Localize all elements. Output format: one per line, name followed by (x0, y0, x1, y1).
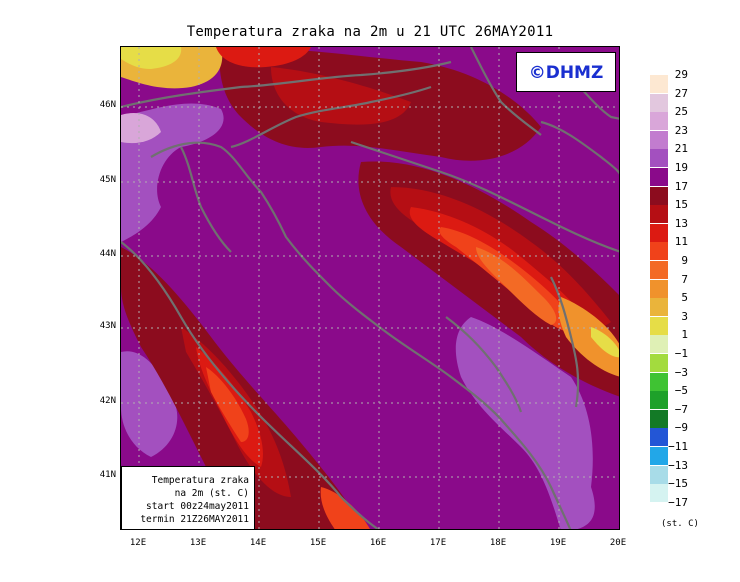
colorbar-swatch (650, 279, 668, 298)
colorbar-swatch (650, 186, 668, 205)
colorbar-swatch (650, 298, 668, 317)
colorbar-swatch (650, 130, 668, 149)
lat-label: 44N (99, 249, 116, 259)
colorbar-label: 25 (674, 105, 688, 119)
colorbar-swatch (650, 372, 668, 391)
colorbar-swatch (650, 335, 668, 354)
lat-label: 43N (99, 321, 116, 331)
lon-label: 15E (309, 538, 327, 548)
colorbar-swatch (650, 354, 668, 372)
lon-label: 20E (609, 538, 627, 548)
colorbar-label: 9 (681, 254, 688, 267)
field-zone (216, 47, 311, 68)
lat-label: 46N (99, 100, 116, 110)
field-zone (121, 351, 178, 457)
field-zone (121, 47, 182, 69)
colorbar-swatch (650, 502, 668, 521)
gridlines (121, 47, 619, 529)
field-zone (121, 112, 161, 144)
field-zone (558, 297, 619, 377)
colorbar-label: −1 (674, 347, 688, 360)
temperature-map (120, 46, 620, 530)
colorbar-label: −9 (674, 421, 688, 435)
colorbar-label: −7 (674, 402, 688, 416)
colorbar-label: −15 (668, 477, 688, 491)
colorbar-label: 23 (674, 123, 688, 137)
colorbar-label: 3 (681, 309, 688, 323)
lon-label: 16E (369, 538, 387, 548)
colorbar-swatch (650, 93, 668, 112)
colorbar-label: 19 (674, 161, 688, 174)
field-zone (206, 367, 249, 442)
colorbar-label: −5 (674, 384, 688, 398)
info-line: Temperatura zraka (151, 475, 249, 486)
field-zone (320, 487, 370, 529)
colorbar-label: 13 (674, 216, 688, 230)
colorbar-swatch (650, 112, 668, 131)
colorbar-label: −17 (668, 495, 688, 509)
lon-label: 19E (549, 538, 567, 548)
lat-label: 42N (99, 396, 116, 406)
lon-label: 14E (249, 538, 267, 548)
colorbar-swatch (650, 465, 668, 484)
colorbar-label: 21 (674, 142, 688, 156)
lon-label: 13E (189, 538, 207, 548)
colorbar-unit: (st. C) (661, 519, 699, 529)
colorbar-swatch (650, 223, 668, 242)
colorbar-swatch (650, 391, 668, 410)
colorbar-label: −3 (674, 365, 688, 379)
colorbar-label: 15 (674, 198, 688, 212)
colorbar-label: 27 (674, 86, 688, 100)
colorbar-swatch (650, 242, 668, 261)
colorbar-label: −11 (668, 440, 688, 453)
colorbar-label: 7 (681, 272, 688, 286)
field-zone (455, 317, 595, 529)
colorbar-swatch (650, 149, 668, 168)
colorbar-swatch (650, 484, 668, 503)
colorbar-swatch (650, 261, 668, 279)
lat-label: 45N (99, 175, 116, 185)
lon-label: 17E (429, 538, 447, 548)
colorbar-label: 1 (681, 328, 688, 342)
colorbar-label: 5 (681, 291, 688, 305)
colorbar-label: 29 (674, 68, 688, 81)
colorbar-label: 11 (674, 235, 688, 249)
map-title: Temperatura zraka na 2m u 21 UTC 26MAY20… (186, 24, 554, 40)
colorbar-label: −13 (668, 458, 688, 472)
colorbar-swatch (650, 75, 668, 93)
lon-label: 18E (489, 538, 507, 548)
info-line: termin 21Z26MAY2011 (140, 514, 249, 525)
temperature-field (121, 47, 619, 529)
info-line: start 00z24may2011 (146, 501, 249, 512)
colorbar-swatch (650, 205, 668, 224)
dhmz-logo: ©DHMZ (516, 52, 616, 92)
lon-label: 12E (129, 538, 147, 548)
field-zone (476, 247, 557, 325)
colorbar (650, 75, 668, 521)
colorbar-swatch (650, 447, 668, 465)
info-box: Temperatura zraka na 2m (st. C) start 00… (121, 466, 255, 530)
colorbar-label: 17 (674, 179, 688, 193)
colorbar-swatch (650, 428, 668, 447)
lat-label: 41N (99, 470, 116, 480)
colorbar-swatch (650, 316, 668, 335)
info-line: na 2m (st. C) (174, 488, 249, 499)
colorbar-swatch (650, 168, 668, 186)
field-zone (591, 327, 619, 358)
colorbar-swatch (650, 409, 668, 428)
